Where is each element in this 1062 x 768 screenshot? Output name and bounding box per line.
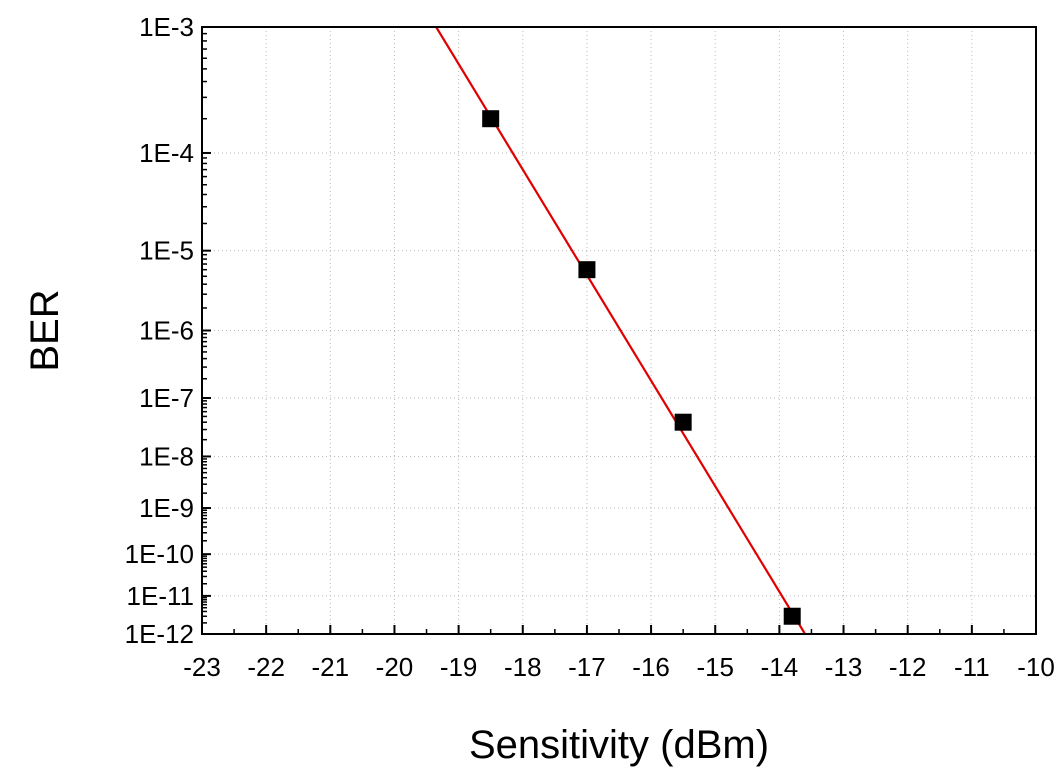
x-tick-label: -17 [568,652,606,682]
y-tick-label: 1E-12 [125,619,194,649]
data-point [578,261,596,279]
data-point [482,110,500,128]
y-tick-label: 1E-6 [139,316,194,346]
x-tick-label: -20 [376,652,414,682]
y-tick-label: 1E-4 [139,138,194,168]
y-tick-label: 1E-11 [127,581,194,611]
x-tick-label: -13 [825,652,863,682]
x-tick-label: -15 [696,652,734,682]
y-tick-label: 1E-8 [139,441,194,471]
x-tick-label: -11 [954,652,990,682]
data-point [783,607,801,625]
x-tick-label: -21 [312,652,350,682]
y-tick-label: 1E-3 [139,12,194,42]
x-tick-label: -14 [761,652,799,682]
fit-line [435,27,806,634]
y-tick-label: 1E-5 [139,236,194,266]
x-tick-label: -19 [440,652,478,682]
x-tick-label: -18 [504,652,542,682]
grid [202,27,1036,634]
x-tick-label: -10 [1017,652,1055,682]
y-axis-title: BER [23,289,67,371]
ticks: -23 -22 -21 -20 -19 -18 -17 -16 -15 -14 -13 -12 -11-… [125,12,1055,682]
x-tick-label: -16 [632,652,670,682]
x-tick-label: -22 [247,652,285,682]
y-tick-label: 1E-7 [139,383,194,413]
data-point [674,413,692,431]
x-axis-title: Sensitivity (dBm) [469,723,769,767]
y-tick-label: 1E-10 [125,539,194,569]
y-tick-label: 1E-9 [139,493,194,523]
series [435,27,806,634]
x-tick-label: -12 [889,652,927,682]
x-tick-label: -23 [183,652,221,682]
